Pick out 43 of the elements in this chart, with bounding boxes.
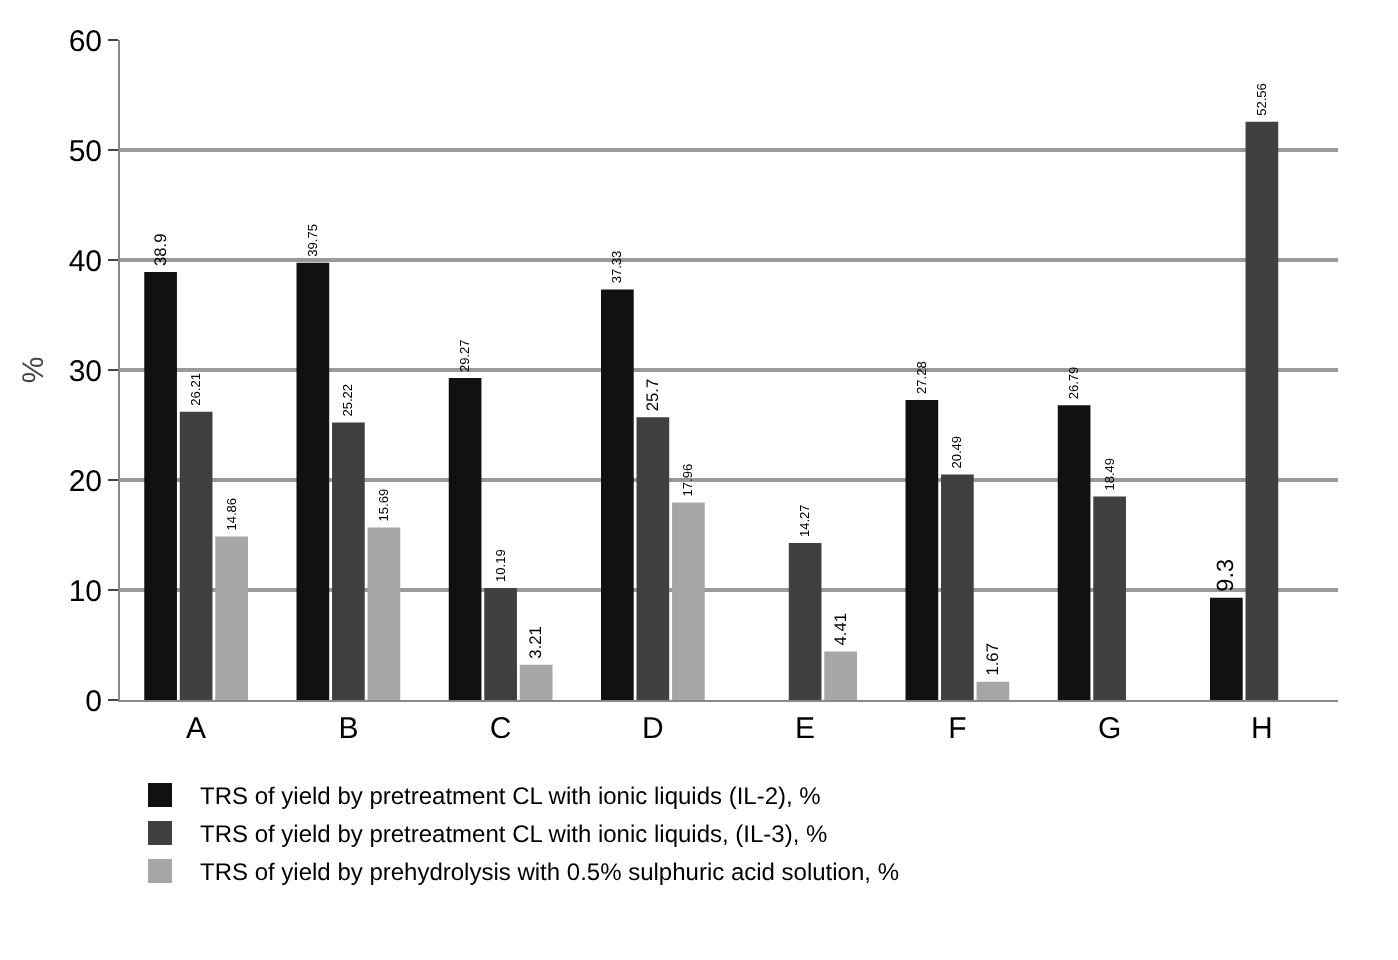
bar [296, 262, 330, 700]
bar [636, 417, 670, 700]
y-tick-label: 50 [68, 134, 102, 169]
y-axis-title: % [17, 356, 52, 384]
data-label: 9.3 [1213, 558, 1240, 592]
legend-label: TRS of yield by pretreatment CL with ionic liquids (IL-2), % [200, 782, 822, 811]
bar [1210, 597, 1243, 700]
x-tick-label: B [338, 712, 359, 746]
x-tick-label: H [1251, 712, 1273, 746]
bar [144, 272, 177, 700]
bar [519, 664, 553, 700]
bar [448, 378, 482, 700]
y-tick-label: 10 [68, 574, 102, 609]
bar [179, 411, 213, 700]
x-tick-label: D [642, 712, 665, 746]
bar [976, 681, 1010, 700]
bar [824, 651, 857, 700]
x-tick-label: F [948, 712, 967, 746]
data-label: 4.41 [829, 612, 850, 646]
bar [941, 474, 974, 700]
bar [1093, 496, 1126, 700]
x-tick-label: C [489, 712, 512, 746]
y-tick-label: 40 [68, 244, 102, 279]
legend-label: TRS of yield by pretreatment CL with ionic liquids, (IL-3), % [200, 820, 829, 849]
data-label: 1.67 [981, 642, 1002, 676]
bar [1057, 405, 1091, 700]
data-label: 25.7 [641, 377, 662, 412]
data-label: 3.21 [525, 625, 546, 659]
y-tick-label: 20 [68, 464, 102, 499]
y-tick-label: 30 [68, 354, 102, 389]
bar [905, 399, 939, 700]
bar [601, 289, 634, 700]
x-tick-label: A [186, 712, 207, 746]
legend-label: TRS of yield by prehydrolysis with 0.5% sulphuric acid solution, % [200, 858, 900, 887]
y-tick-label: 60 [68, 24, 102, 59]
data-label: 38.9 [149, 232, 170, 267]
x-tick-label: E [795, 712, 816, 746]
bar [484, 587, 517, 700]
bar [788, 543, 822, 700]
bar [332, 422, 365, 700]
y-tick-label: 0 [85, 684, 102, 719]
x-tick-label: G [1097, 712, 1122, 746]
bar [1245, 121, 1279, 700]
